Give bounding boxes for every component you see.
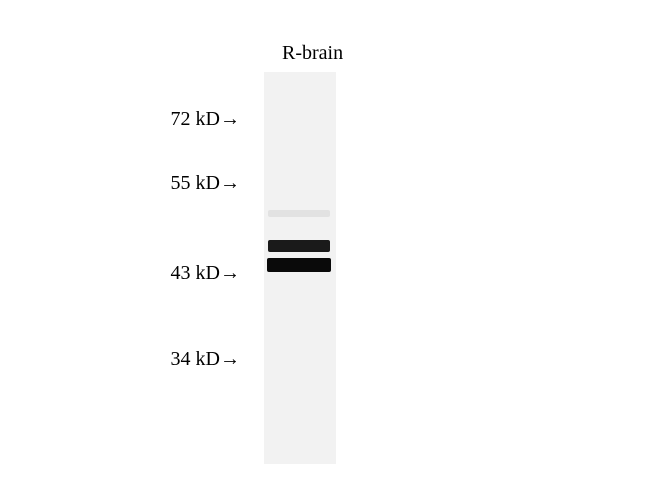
blot-band-0 xyxy=(268,210,330,217)
western-blot-figure: R-brain 72 kD→ 55 kD→ 43 kD→ 34 kD→ xyxy=(0,0,670,500)
marker-label-0: 72 kD→ xyxy=(171,108,240,131)
marker-label-2: 43 kD→ xyxy=(171,262,240,285)
blot-band-1 xyxy=(268,240,330,252)
blot-band-2 xyxy=(267,258,331,272)
marker-label-1: 55 kD→ xyxy=(171,172,240,195)
lane-label: R-brain xyxy=(282,42,343,65)
marker-label-3: 34 kD→ xyxy=(171,348,240,371)
